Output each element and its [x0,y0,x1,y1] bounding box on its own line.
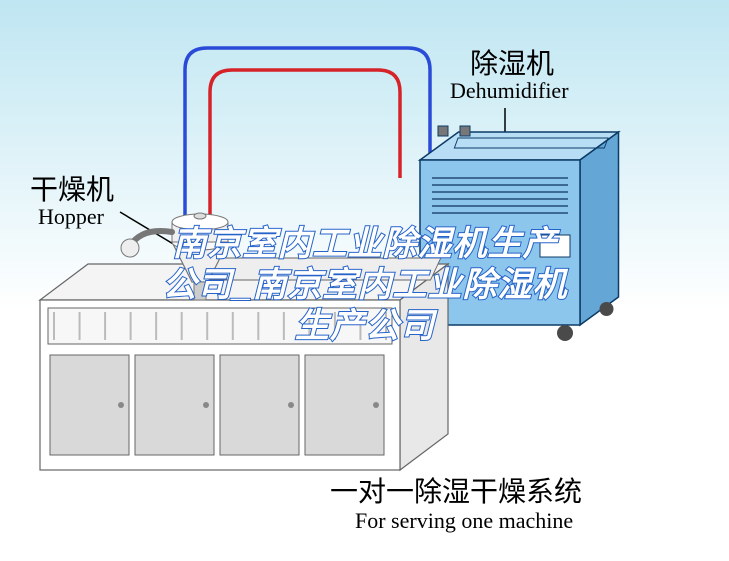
label-system-cn: 一对一除湿干燥系统 [330,470,582,510]
headline-overlay: 南京室内工业除湿机生产公司_南京室内工业除湿机生产公司 [60,224,670,346]
diagram-canvas: 除湿机 Dehumidifier 干燥机 Hopper 一对一除湿干燥系统 Fo… [0,0,729,561]
label-dehumidifier-en: Dehumidifier [450,78,569,104]
label-system-en: For serving one machine [355,508,573,534]
label-hopper-cn: 干燥机 [30,168,114,208]
label-dehumidifier-cn: 除湿机 [470,42,554,82]
